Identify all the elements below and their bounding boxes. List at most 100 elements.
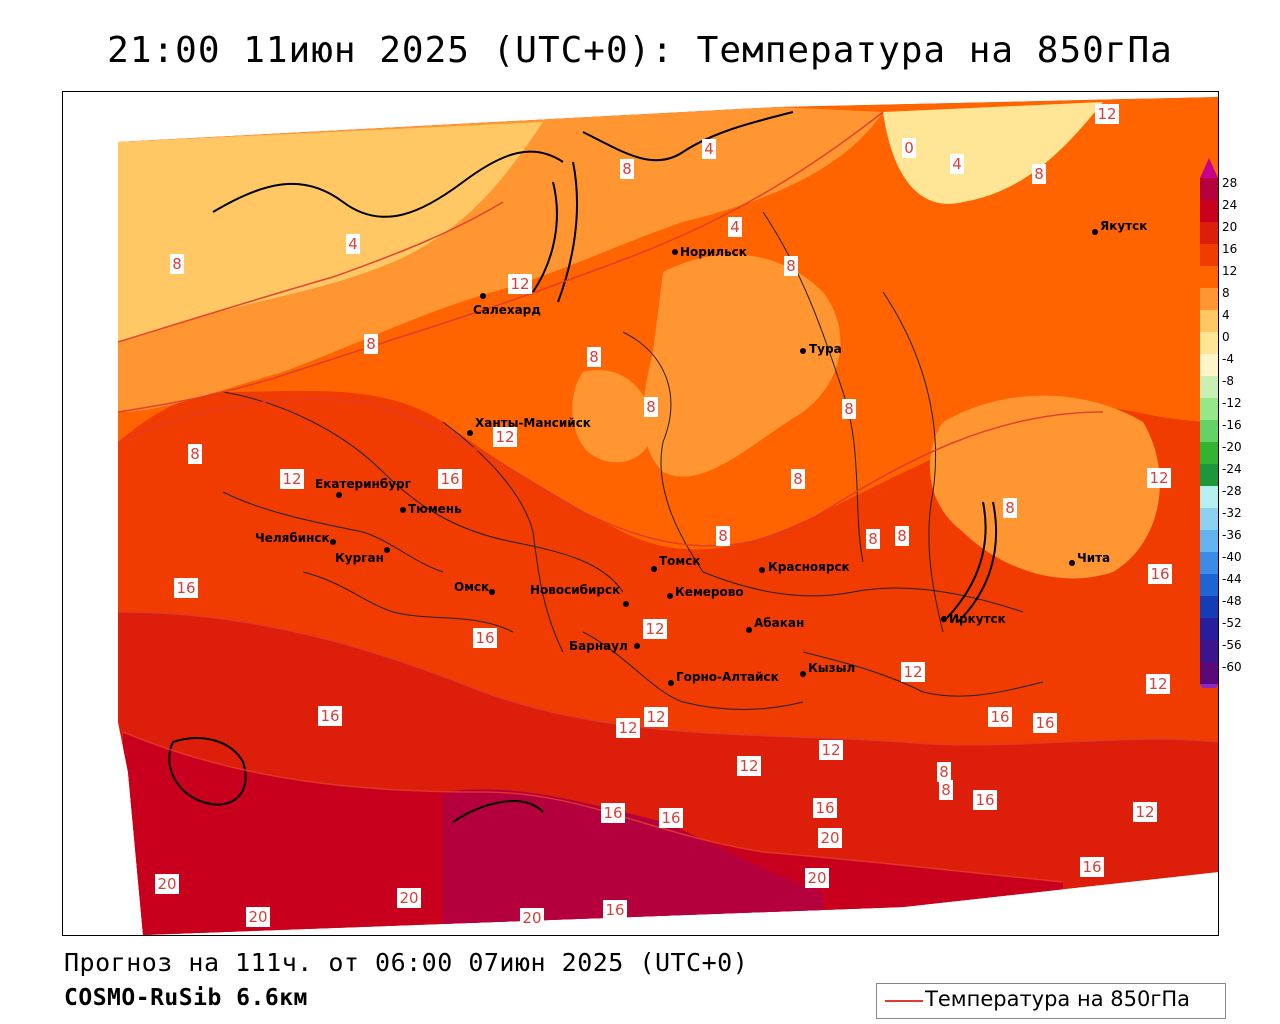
isotherm-value-label: 12 [644, 707, 668, 727]
isotherm-lines [117, 111, 1218, 883]
svg-text:Курган: Курган [335, 551, 384, 565]
svg-text:Новосибирск: Новосибирск [530, 583, 620, 597]
svg-text:16: 16 [320, 707, 339, 725]
scale-tick-label: -8 [1222, 374, 1234, 388]
isotherm-value-label: 8 [866, 529, 880, 549]
svg-text:4: 4 [348, 235, 358, 253]
temperature-map[interactable]: Салехард Норильск Якутск Тура Ханты-Манс… [62, 91, 1219, 936]
isotherm-value-label: 12 [508, 274, 532, 294]
svg-text:8: 8 [897, 527, 907, 545]
svg-text:12: 12 [821, 741, 840, 759]
city-marker: Кызыл [800, 661, 855, 677]
isotherm-value-label: 4 [702, 139, 716, 159]
scale-tick-label: -60 [1222, 660, 1242, 674]
svg-text:4: 4 [952, 155, 962, 173]
isotherm-value-label: 20 [520, 908, 544, 928]
isotherm-value-label: 16 [601, 803, 625, 823]
scale-swatch [1200, 640, 1218, 662]
svg-text:8: 8 [190, 445, 200, 463]
svg-text:8: 8 [366, 335, 376, 353]
city-marker: Екатеринбург [315, 477, 411, 498]
scale-swatch [1200, 442, 1218, 464]
isotherm-value-label: 20 [818, 828, 842, 848]
scale-tick-label: 28 [1222, 176, 1238, 190]
isotherm-value-label: 0 [902, 138, 916, 158]
scale-swatch [1200, 596, 1218, 618]
isotherm-value-label: 8 [937, 762, 951, 782]
city-marker: Иркутск [941, 612, 1006, 626]
svg-text:12: 12 [646, 708, 665, 726]
isotherm-value-label: 16 [174, 578, 198, 598]
svg-text:8: 8 [589, 348, 599, 366]
svg-text:Тура: Тура [809, 342, 842, 356]
svg-text:8: 8 [786, 257, 796, 275]
svg-text:Тюмень: Тюмень [408, 502, 462, 516]
isotherm-value-label: 8 [587, 347, 601, 367]
svg-text:16: 16 [1150, 565, 1169, 583]
svg-text:8: 8 [868, 530, 878, 548]
scale-tick-label: -48 [1222, 594, 1242, 608]
svg-text:20: 20 [399, 889, 418, 907]
svg-text:Барнаул: Барнаул [569, 639, 628, 653]
isotherm-value-label: 8 [170, 254, 184, 274]
isotherm-value-label: 4 [728, 217, 742, 237]
scale-tick-label: -12 [1222, 396, 1242, 410]
scale-tick-label: -40 [1222, 550, 1242, 564]
scale-swatch [1200, 354, 1218, 376]
svg-text:20: 20 [157, 875, 176, 893]
model-name: COSMO-RuSib 6.6км [64, 985, 308, 1011]
map-canvas: Салехард Норильск Якутск Тура Ханты-Манс… [117, 97, 1218, 935]
isotherm-value-label: 16 [473, 628, 497, 648]
scale-tick-label: -44 [1222, 572, 1242, 586]
scale-swatch [1200, 464, 1218, 486]
isotherm-value-label: 12 [901, 662, 925, 682]
svg-text:12: 12 [1148, 675, 1167, 693]
isotherm-value-label: 12 [280, 469, 304, 489]
svg-text:20: 20 [807, 869, 826, 887]
svg-text:8: 8 [793, 470, 803, 488]
isotherm-value-label: 4 [346, 234, 360, 254]
svg-text:16: 16 [815, 799, 834, 817]
scale-tick-label: 16 [1222, 242, 1238, 256]
svg-text:16: 16 [176, 579, 195, 597]
isotherm-value-label: 16 [318, 706, 342, 726]
svg-text:16: 16 [1082, 858, 1101, 876]
svg-text:12: 12 [1149, 469, 1168, 487]
svg-text:Абакан: Абакан [754, 616, 804, 630]
city-marker: Горно-Алтайск [668, 670, 779, 686]
svg-text:8: 8 [941, 781, 951, 799]
isotherm-value-label: 8 [644, 397, 658, 417]
isotherm-value-label: 8 [1032, 164, 1046, 184]
scale-swatch [1200, 200, 1218, 222]
scale-swatch [1200, 552, 1218, 574]
city-marker: Новосибирск [530, 583, 629, 607]
svg-text:20: 20 [820, 829, 839, 847]
svg-text:4: 4 [704, 140, 714, 158]
forecast-info: Прогноз на 111ч. от 06:00 07июн 2025 (UT… [64, 948, 749, 977]
isotherm-value-label: 12 [1146, 674, 1170, 694]
svg-text:20: 20 [248, 908, 267, 926]
isotherm-value-label: 8 [188, 444, 202, 464]
scale-tick-label: -36 [1222, 528, 1242, 542]
scale-tick-label: -56 [1222, 638, 1242, 652]
coastline [168, 111, 997, 823]
city-marker: Ханты-Мансийск [467, 416, 591, 436]
scale-tick-label: -4 [1222, 352, 1234, 366]
svg-text:16: 16 [975, 791, 994, 809]
city-marker: Челябинск [255, 531, 336, 545]
scale-swatch [1200, 420, 1218, 442]
isotherm-value-label: 8 [939, 780, 953, 800]
scale-swatch [1200, 178, 1218, 200]
scale-swatch [1200, 662, 1218, 684]
map-title: 21:00 11июн 2025 (UTC+0): Температура на… [107, 30, 1173, 71]
isotherm-value-label: 16 [1033, 713, 1057, 733]
isotherm-value-label: 16 [1148, 564, 1172, 584]
svg-text:0: 0 [904, 139, 914, 157]
scale-tick-label: 4 [1222, 308, 1230, 322]
svg-text:12: 12 [495, 428, 514, 446]
isotherm-value-label: 12 [1133, 802, 1157, 822]
svg-text:12: 12 [645, 620, 664, 638]
scale-swatch [1200, 244, 1218, 266]
city-marker: Курган [335, 547, 390, 565]
